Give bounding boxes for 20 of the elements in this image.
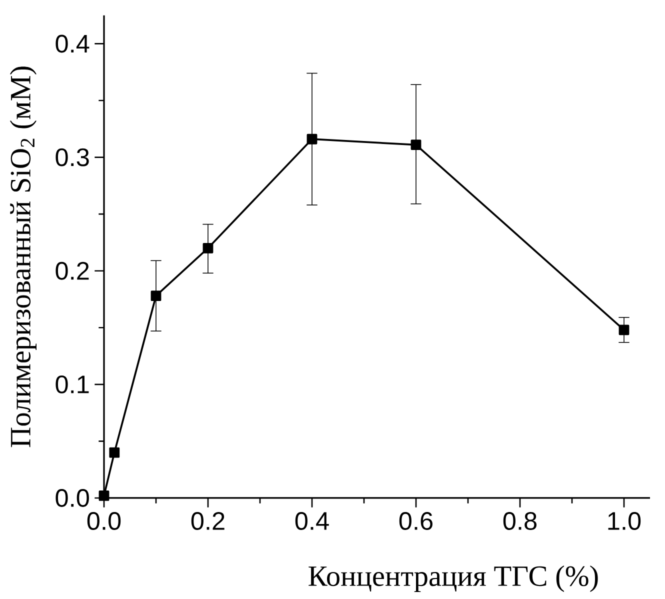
x-tick-label: 1.0 <box>608 512 641 530</box>
x-tick-label: 0.6 <box>399 512 432 530</box>
y-tick-label: 0.0 <box>56 489 89 507</box>
x-tick-label: 0.2 <box>191 512 224 530</box>
point <box>306 134 318 144</box>
y-tick-label: 0.3 <box>56 148 89 166</box>
y-tick-label: 0.2 <box>56 262 89 280</box>
y-tick-label: 0.1 <box>56 375 89 394</box>
point <box>109 447 120 458</box>
point <box>98 490 110 501</box>
point <box>410 140 422 150</box>
x-tick-label: 0.4 <box>295 512 329 530</box>
x-axis-title: Концентрация ТГС (%) <box>308 565 598 592</box>
point <box>150 290 162 302</box>
y-axis-title: Полимеризованный SiO$_{2}$ (мМ) <box>10 66 37 448</box>
x-tick-label: 0.8 <box>503 512 537 530</box>
point <box>618 324 630 336</box>
y-tick-label: 0.4 <box>56 34 90 53</box>
x-tick-label: 0.0 <box>87 512 121 530</box>
point <box>202 242 214 254</box>
